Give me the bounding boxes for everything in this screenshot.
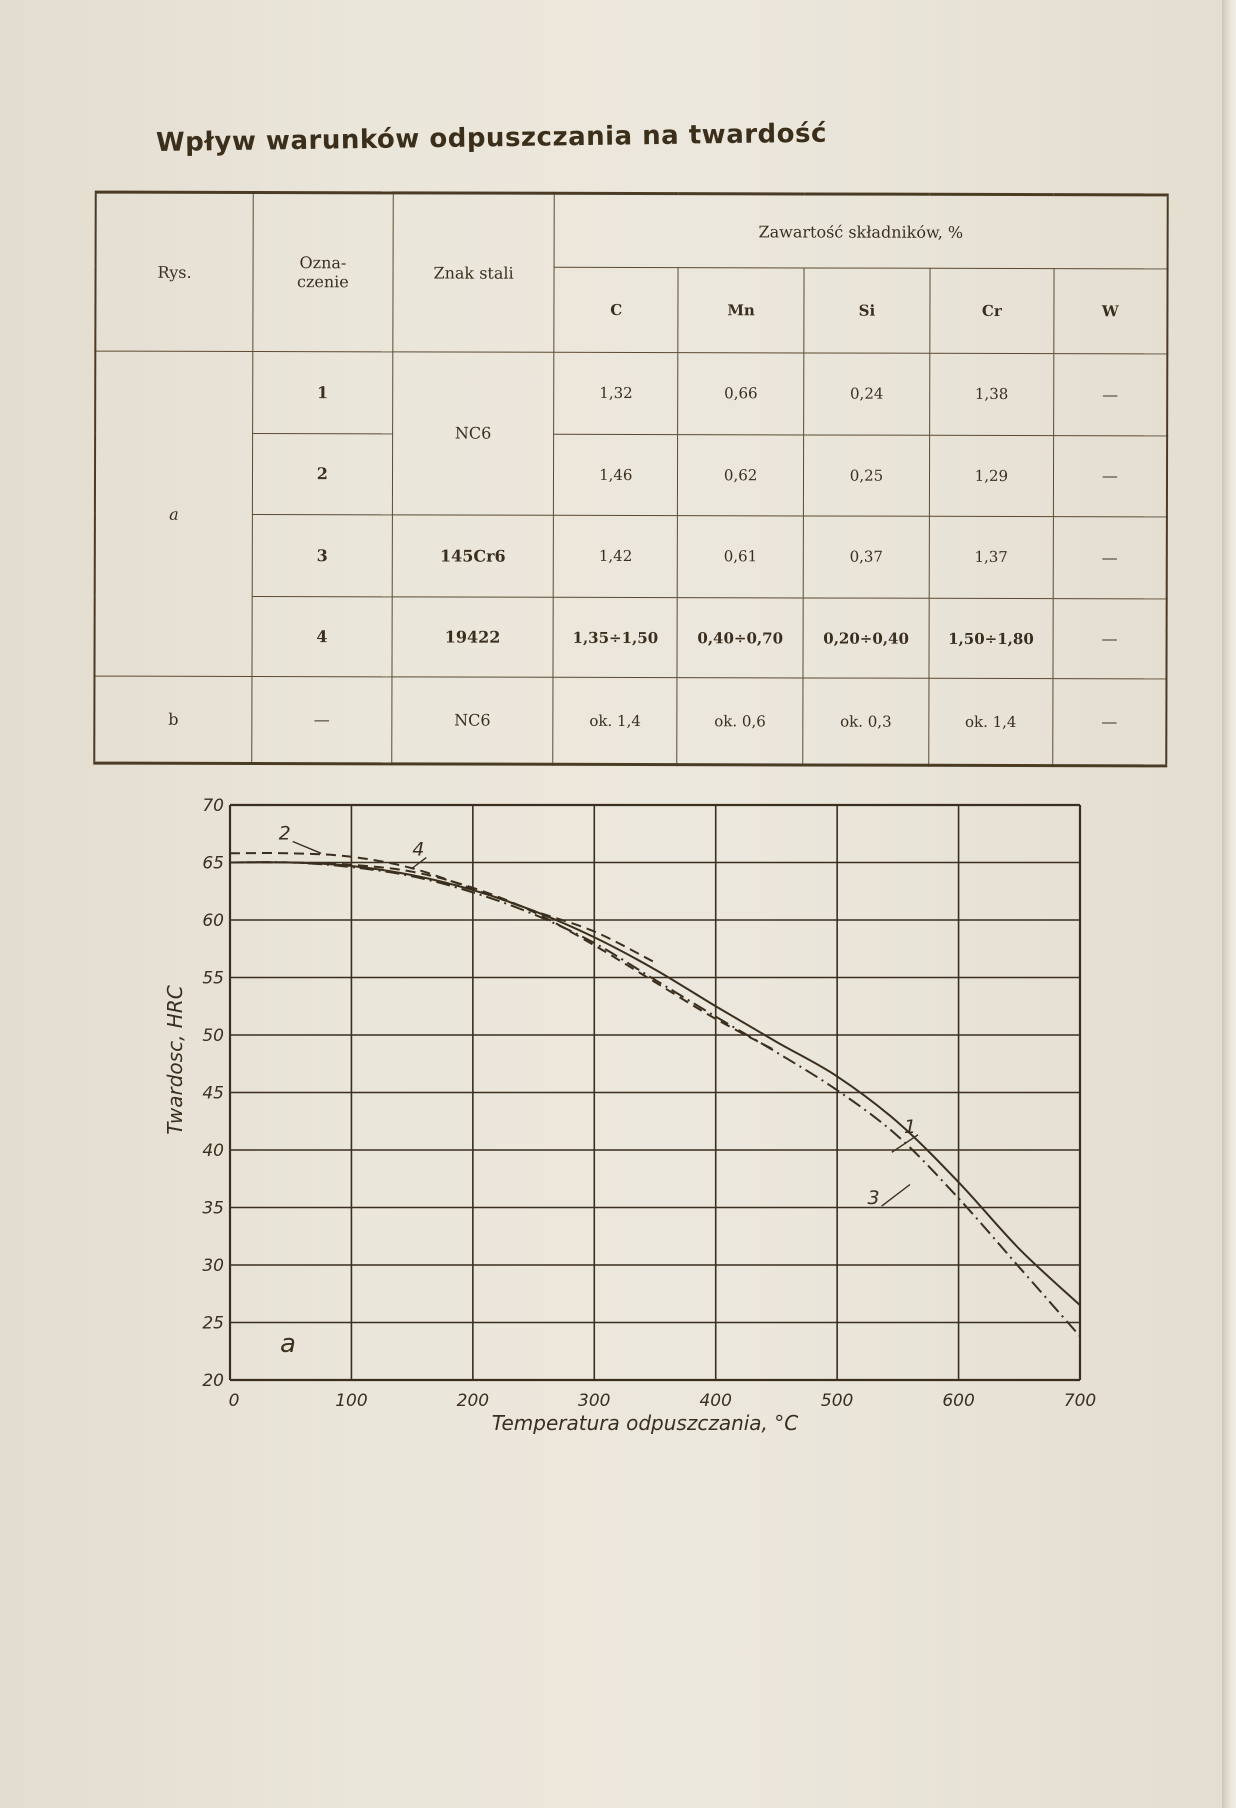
x-tick-label: 600 — [942, 1391, 974, 1411]
series-leader-4 — [411, 857, 427, 869]
y-tick-label: 50 — [202, 1026, 224, 1046]
table-row: 2 1,46 0,62 0,25 1,29 — — [95, 433, 1168, 517]
cell-c: 1,32 — [553, 352, 679, 435]
panel-label: a — [280, 1329, 296, 1359]
header-znak-stali: Znak stali — [392, 192, 555, 353]
chart-curves: 1 2 3 4 — [229, 823, 1081, 1337]
cell-znak-nc6: NC6 — [392, 351, 555, 515]
cell-rys-b: b — [94, 676, 253, 764]
x-tick-label: 100 — [335, 1391, 367, 1411]
hardness-chart: 1 2 3 4 0 100 200 300 400 500 600 700 20 25 30 35 40 45 5… — [140, 790, 1100, 1450]
series-label-1: 1 — [904, 1116, 916, 1138]
x-tick-label: 300 — [578, 1391, 610, 1411]
series-line-1 — [229, 861, 1081, 1306]
cell-ozn: — — [251, 676, 392, 764]
cell-w: — — [1053, 353, 1168, 437]
table-row: a 1 NC6 1,32 0,66 0,24 1,38 — — [94, 350, 1168, 677]
series-line-2 — [229, 852, 656, 964]
header-zawartosc: Zawartość składników, % — [554, 193, 1168, 270]
cell-cr: 1,38 — [929, 353, 1054, 436]
x-tick-label: 500 — [821, 1391, 853, 1411]
y-tick-label: 45 — [202, 1084, 224, 1104]
chart-ticks: 0 100 200 300 400 500 600 700 20 25 30 35 40 45 50 55 60… — [202, 796, 1096, 1411]
header-element-w: W — [1053, 268, 1168, 354]
series-leader-3 — [881, 1183, 911, 1207]
cell-ozn: 4 — [252, 596, 392, 678]
cell-w: — — [1052, 598, 1167, 680]
cell-si: 0,24 — [803, 352, 930, 436]
cell-mn: 0,61 — [677, 515, 804, 598]
header-rys: Rys. — [95, 192, 254, 352]
y-tick-label: 40 — [202, 1141, 224, 1161]
cell-c: 1,46 — [553, 434, 678, 516]
table-row: 3 145Cr6 1,42 0,61 0,37 1,37 — — [95, 514, 1167, 599]
cell-znak: 19422 — [391, 596, 554, 678]
cell-w: — — [1052, 679, 1167, 766]
y-tick-label: 65 — [202, 854, 224, 874]
x-tick-label: 200 — [457, 1391, 489, 1411]
cell-c: 1,35÷1,50 — [553, 597, 678, 679]
cell-si: 0,25 — [803, 435, 930, 516]
cell-cr: ok. 1,4 — [928, 678, 1053, 766]
series-leader-2 — [292, 840, 322, 854]
cell-mn: 0,66 — [677, 352, 804, 436]
y-tick-label: 70 — [202, 796, 224, 816]
cell-ozn: 3 — [252, 514, 393, 597]
hardness-chart-svg: 1 2 3 4 0 100 200 300 400 500 600 700 20 25 30 35 40 45 5… — [163, 796, 1096, 1435]
y-tick-label: 35 — [202, 1199, 224, 1219]
y-axis-label: Twardosc, HRC — [163, 985, 187, 1134]
header-element-mn: Mn — [678, 267, 805, 353]
cell-cr: 1,29 — [929, 435, 1054, 517]
y-tick-label: 25 — [202, 1314, 224, 1334]
series-line-3 — [229, 861, 1081, 1337]
header-element-si: Si — [803, 268, 930, 354]
header-element-cr: Cr — [929, 268, 1054, 354]
cell-c: 1,42 — [553, 514, 678, 598]
y-tick-label: 60 — [202, 911, 224, 931]
composition-table: Rys. Ozna- czenie Znak stali Zawartość s… — [93, 190, 1169, 768]
cell-mn: 0,40÷0,70 — [677, 597, 804, 679]
cell-rys-a: a — [94, 350, 253, 677]
cell-c: ok. 1,4 — [553, 677, 678, 765]
x-tick-label: 0 — [229, 1391, 240, 1411]
page-edge — [1222, 0, 1236, 1808]
cell-si: 0,20÷0,40 — [803, 597, 930, 679]
header-oznaczenie: Ozna- czenie — [252, 192, 393, 352]
cell-si: ok. 0,3 — [802, 678, 929, 766]
cell-si: 0,37 — [803, 515, 930, 599]
cell-cr: 1,37 — [929, 515, 1054, 599]
cell-znak: 145Cr6 — [391, 514, 554, 598]
x-axis-label: Temperatura odpuszczania, °C — [492, 1411, 799, 1435]
cell-w: — — [1053, 516, 1167, 599]
x-tick-label: 400 — [699, 1391, 731, 1411]
composition-table-wrap: Rys. Ozna- czenie Znak stali Zawartość s… — [93, 190, 1169, 768]
y-tick-label: 55 — [202, 969, 224, 989]
cell-ozn: 1 — [252, 351, 393, 435]
table-row: 4 19422 1,35÷1,50 0,40÷0,70 0,20÷0,40 1,… — [94, 596, 1167, 680]
series-line-4 — [229, 861, 777, 1052]
cell-znak: NC6 — [391, 677, 554, 765]
chart-grid — [228, 803, 1082, 1382]
cell-cr: 1,50÷1,80 — [928, 598, 1054, 680]
y-tick-label: 20 — [202, 1371, 224, 1391]
series-label-3: 3 — [868, 1187, 880, 1209]
cell-w: — — [1053, 435, 1168, 517]
y-tick-label: 30 — [202, 1256, 224, 1276]
x-tick-label: 700 — [1064, 1391, 1096, 1411]
series-label-4: 4 — [412, 839, 424, 861]
header-element-c: C — [554, 267, 679, 353]
cell-mn: ok. 0,6 — [676, 678, 804, 765]
cell-ozn: 2 — [252, 433, 393, 515]
table-row: b — NC6 ok. 1,4 ok. 0,6 ok. 0,3 ok. 1,4 … — [94, 676, 1167, 766]
cell-mn: 0,62 — [677, 434, 804, 516]
series-leader-1 — [891, 1134, 919, 1153]
series-label-2: 2 — [279, 823, 291, 845]
